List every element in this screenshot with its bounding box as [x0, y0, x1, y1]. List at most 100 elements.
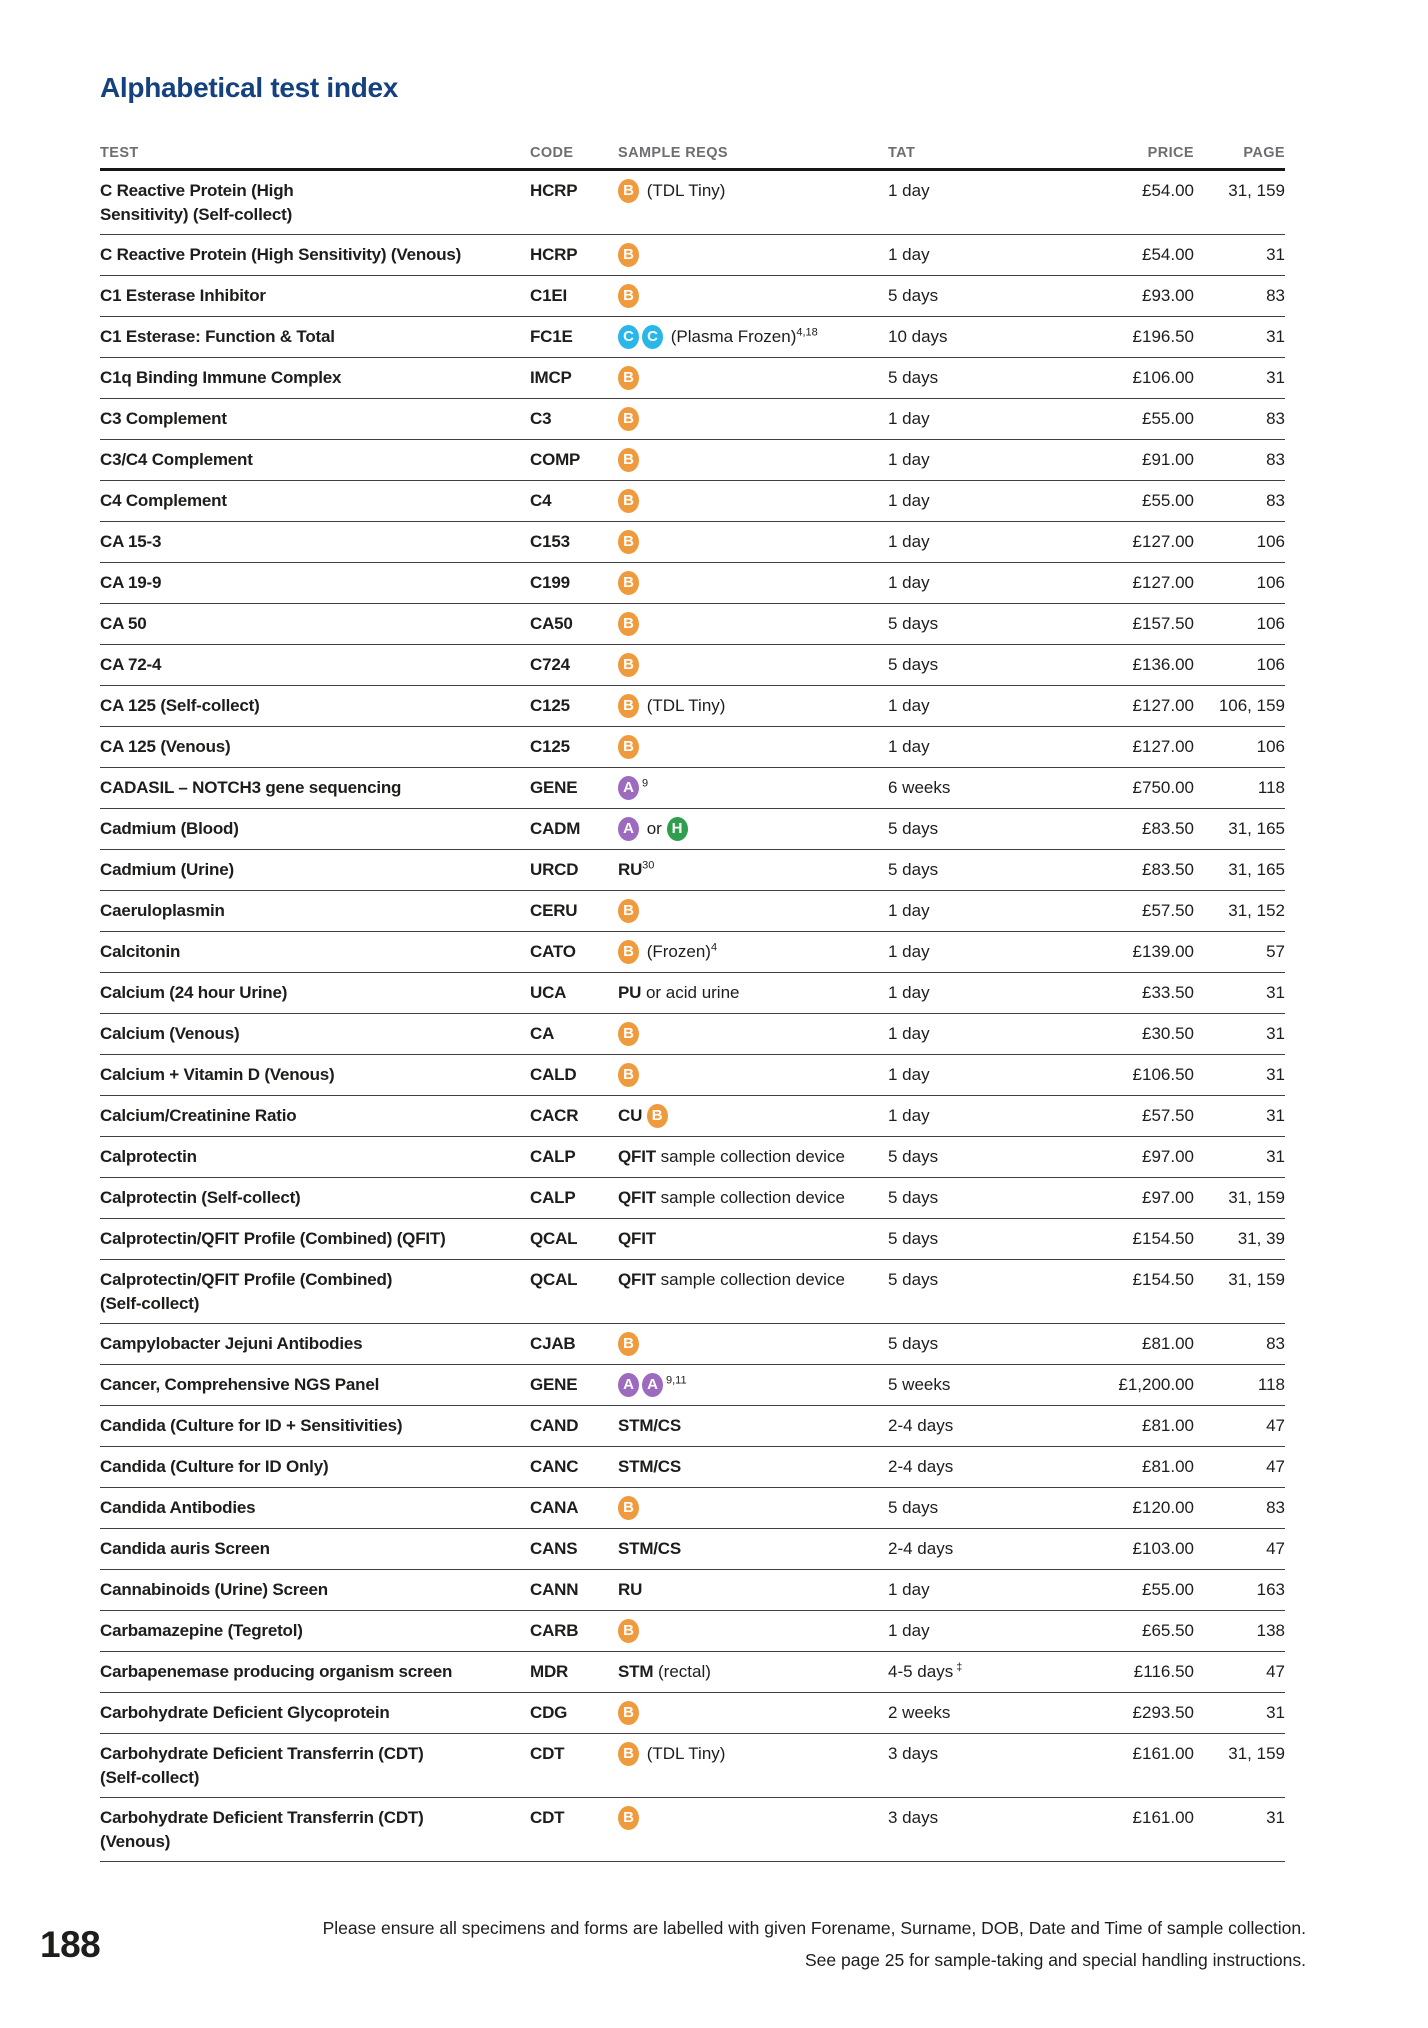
- test-code-cell: CANA: [530, 1498, 579, 1517]
- test-name-cell: Calcium/Creatinine Ratio: [100, 1106, 297, 1125]
- sample-reqs-cell: B: [618, 406, 888, 432]
- test-name-cell: C3/C4 Complement: [100, 450, 253, 469]
- sample-req-text: or: [642, 819, 667, 838]
- sample-reqs-cell: B: [618, 898, 888, 924]
- sample-reqs-cell: RU: [618, 1578, 888, 1602]
- tat-cell: 5 days: [888, 655, 939, 674]
- tat-cell: 5 days: [888, 819, 939, 838]
- page-ref-cell: 31, 152: [1228, 901, 1285, 920]
- sample-type-b-icon: B: [618, 283, 639, 308]
- sample-reqs-cell: B: [618, 529, 888, 555]
- sample-req-text: QFIT: [618, 1147, 656, 1166]
- table-row: Calprotectin/QFIT Profile (Combined) (QF…: [100, 1219, 1285, 1260]
- price-cell: £81.00: [1142, 1334, 1194, 1353]
- test-name-cell: CA 50: [100, 614, 147, 633]
- page-ref-cell: 106, 159: [1218, 696, 1285, 715]
- sample-req-text: (Plasma Frozen): [666, 327, 797, 346]
- price-cell: £54.00: [1142, 245, 1194, 264]
- table-row: Candida (Culture for ID + Sensitivities)…: [100, 1406, 1285, 1447]
- sample-type-b-icon: B: [618, 652, 639, 677]
- sample-req-text: RU: [618, 1580, 643, 1599]
- table-row: C Reactive Protein (High Sensitivity) (V…: [100, 235, 1285, 276]
- sample-reqs-cell: B: [618, 1700, 888, 1726]
- sample-req-text: STM/CS: [618, 1539, 682, 1558]
- price-cell: £57.50: [1142, 1106, 1194, 1125]
- table-row: CA 19-9 C199 B 1 day £127.00 106: [100, 563, 1285, 604]
- sample-req-text: (TDL Tiny): [642, 181, 726, 200]
- test-code-cell: C125: [530, 696, 570, 715]
- price-cell: £106.50: [1132, 1065, 1194, 1084]
- sample-reqs-cell: B: [618, 652, 888, 678]
- price-cell: £293.50: [1132, 1703, 1194, 1722]
- test-name-cell: Caeruloplasmin: [100, 901, 225, 920]
- page-ref-cell: 31: [1266, 1024, 1285, 1043]
- test-code-cell: CARB: [530, 1621, 579, 1640]
- page-ref-cell: 106: [1256, 737, 1285, 756]
- page-ref-cell: 31: [1266, 368, 1285, 387]
- test-code-cell: CALD: [530, 1065, 577, 1084]
- page-title: Alphabetical test index: [100, 72, 399, 103]
- sample-reqs-cell: B (TDL Tiny): [618, 1741, 888, 1767]
- table-row: Calprotectin (Self-collect) CALP QFIT samp…: [100, 1178, 1285, 1219]
- test-name-cell: C Reactive Protein (High Sensitivity) (S…: [100, 181, 294, 224]
- sample-type-b-icon: B: [618, 1062, 639, 1087]
- tat-cell: 2 weeks: [888, 1703, 951, 1722]
- test-name-cell: Calcitonin: [100, 942, 181, 961]
- sample-reqs-cell: QFIT: [618, 1227, 888, 1251]
- sample-reqs-cell: B: [618, 1062, 888, 1088]
- sample-reqs-cell: B: [618, 365, 888, 391]
- tat-cell: 2-4 days: [888, 1457, 954, 1476]
- table-row: C1 Esterase: Function & Total FC1E C C (Pla…: [100, 317, 1285, 358]
- price-cell: £83.50: [1142, 819, 1194, 838]
- sample-type-b-icon: B: [618, 365, 639, 390]
- table-row: Calcium (24 hour Urine) UCA PU or acid uri…: [100, 973, 1285, 1014]
- test-name-cell: C1 Esterase: Function & Total: [100, 327, 335, 346]
- table-row: Cannabinoids (Urine) Screen CANN RU 1 day £5…: [100, 1570, 1285, 1611]
- table-row: C1 Esterase Inhibitor C1EI B 5 days £93.00 83: [100, 276, 1285, 317]
- sample-reqs-cell: B (Frozen)4: [618, 939, 888, 965]
- test-code-cell: C724: [530, 655, 570, 674]
- tat-footnote: ‡: [953, 1661, 963, 1674]
- page-ref-cell: 31, 159: [1228, 181, 1285, 200]
- page-ref-cell: 31: [1266, 1703, 1285, 1722]
- test-name-cell: Calcium (24 hour Urine): [100, 983, 288, 1002]
- test-name-cell: Calprotectin/QFIT Profile (Combined) (Se…: [100, 1270, 393, 1313]
- sample-req-text: (TDL Tiny): [642, 696, 726, 715]
- test-code-cell: MDR: [530, 1662, 569, 1681]
- test-code-cell: FC1E: [530, 327, 573, 346]
- page-ref-cell: 83: [1266, 1498, 1285, 1517]
- sample-type-b-icon: B: [618, 693, 639, 718]
- sample-reqs-cell: B: [618, 1805, 888, 1831]
- price-cell: £161.00: [1132, 1808, 1194, 1827]
- sample-req-text: sample collection device: [655, 1188, 845, 1207]
- price-cell: £106.00: [1132, 368, 1194, 387]
- table-row: Campylobacter Jejuni Antibodies CJAB B 5 da…: [100, 1324, 1285, 1365]
- sample-reqs-cell: STM/CS: [618, 1537, 888, 1561]
- tat-cell: 1 day: [888, 696, 930, 715]
- tat-cell: 5 weeks: [888, 1375, 951, 1394]
- price-cell: £154.50: [1132, 1229, 1194, 1248]
- test-name-cell: Calcium (Venous): [100, 1024, 240, 1043]
- sample-req-footnote: 4,18: [796, 326, 818, 339]
- test-name-cell: C1 Esterase Inhibitor: [100, 286, 266, 305]
- sample-req-footnote: 9,11: [666, 1374, 687, 1387]
- sample-reqs-cell: STM/CS: [618, 1414, 888, 1438]
- page-ref-cell: 83: [1266, 1334, 1285, 1353]
- page-ref-cell: 31: [1266, 1147, 1285, 1166]
- tat-cell: 4-5 days ‡: [888, 1661, 963, 1681]
- table-row: CADASIL – NOTCH3 gene sequencing GENE A 9 6 …: [100, 768, 1285, 809]
- table-row: Calcium + Vitamin D (Venous) CALD B 1 day £1…: [100, 1055, 1285, 1096]
- page-ref-cell: 47: [1266, 1457, 1285, 1476]
- test-code-cell: QCAL: [530, 1270, 578, 1289]
- sample-req-text: sample collection device: [655, 1147, 845, 1166]
- tat-cell: 5 days: [888, 368, 939, 387]
- price-cell: £55.00: [1142, 1580, 1194, 1599]
- tat-cell: 1 day: [888, 181, 930, 200]
- price-cell: £127.00: [1132, 573, 1194, 592]
- test-name-cell: Carbohydrate Deficient Transferrin (CDT)…: [100, 1808, 424, 1851]
- page-ref-cell: 106: [1256, 532, 1285, 551]
- tat-cell: 2-4 days: [888, 1416, 954, 1435]
- column-header-tat: TAT: [888, 145, 916, 161]
- price-cell: £157.50: [1132, 614, 1194, 633]
